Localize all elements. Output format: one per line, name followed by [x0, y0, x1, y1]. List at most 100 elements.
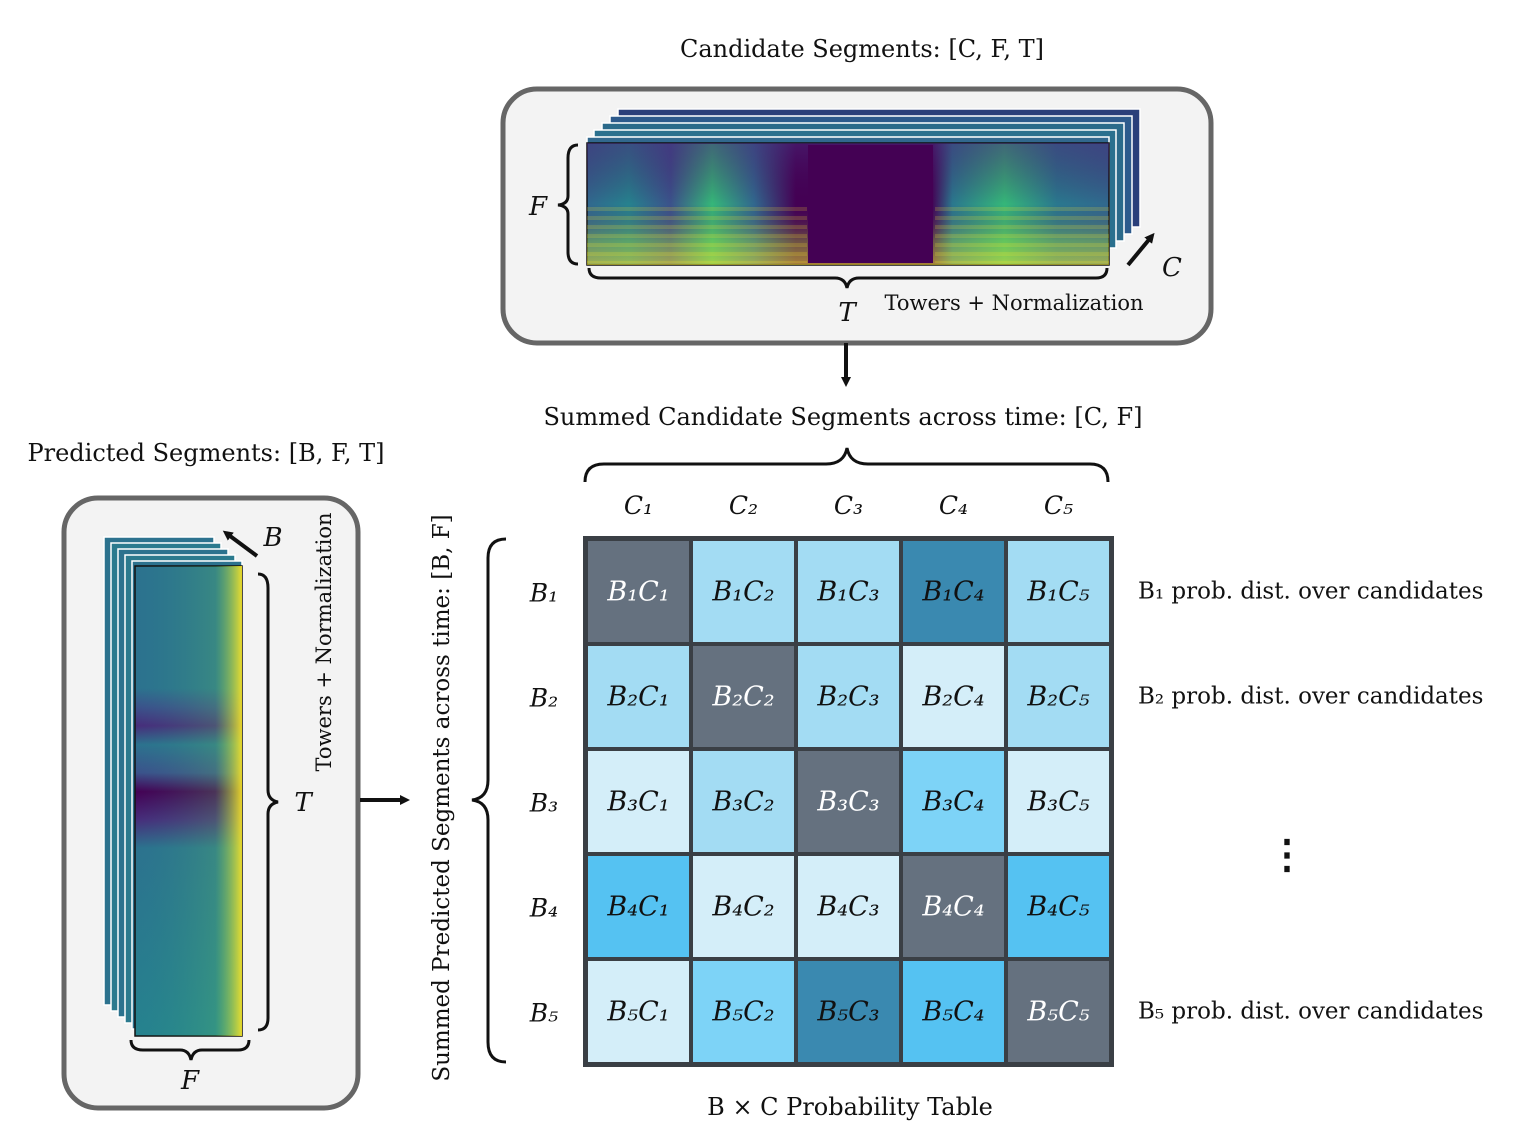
predicted-towers-label: Towers + Normalization: [312, 512, 336, 771]
column-header: C₂: [729, 491, 758, 520]
predicted-spectrogram-front: [134, 565, 243, 1037]
table-cell-label: B₅C₅: [1026, 997, 1089, 1028]
table-cell-fill: [1008, 961, 1109, 1062]
table-cell-fill: [903, 646, 1004, 747]
table-cell-fill: [588, 541, 689, 642]
table-cell: B₁C₃: [798, 541, 899, 642]
column-header: C₁: [624, 491, 653, 520]
row-header: B₄: [529, 894, 558, 923]
table-cell-fill: [903, 856, 1004, 957]
table-cell-fill: [798, 961, 899, 1062]
table-cell-label: B₄C₄: [921, 892, 984, 923]
columns-brace: [583, 447, 1110, 483]
column-headers: C₁ C₂ C₃ C₄ C₅: [624, 491, 1073, 520]
table-cell-label: B₂C₃: [816, 682, 879, 713]
candidate-f-label: F: [528, 192, 548, 222]
table-cell: B₂C₅: [1008, 646, 1109, 747]
table-cell: B₄C₂: [693, 856, 794, 957]
table-cell-fill: [903, 751, 1004, 852]
table-cell-label: B₄C₅: [1026, 892, 1089, 923]
summed-predicted-label: Summed Predicted Segments across time: […: [429, 514, 455, 1081]
table-cell-label: B₃C₅: [1026, 787, 1089, 818]
table-cell: B₄C₄: [903, 856, 1004, 957]
table-cell: B₄C₅: [1008, 856, 1109, 957]
table-cell-label: B₁C₂: [711, 577, 774, 608]
candidate-panel-title: Candidate Segments: [C, F, T]: [680, 35, 1044, 63]
candidate-t-label: T: [838, 298, 857, 328]
row-headers: B₁ B₂ B₃ B₄ B₅: [529, 579, 558, 1028]
table-cell: B₂C₃: [798, 646, 899, 747]
table-cell-fill: [588, 751, 689, 852]
table-caption: B × C Probability Table: [707, 1093, 993, 1121]
predicted-b-label: B: [262, 523, 282, 553]
table-cell-fill: [798, 751, 899, 852]
candidate-towers-label: Towers + Normalization: [884, 291, 1143, 315]
table-cell: B₅C₃: [798, 961, 899, 1062]
row-notes: B₁ prob. dist. over candidates B₂ prob. d…: [1138, 579, 1483, 1025]
table-cell-label: B₃C₃: [816, 787, 879, 818]
table-cell-fill: [588, 646, 689, 747]
table-cell-label: B₂C₂: [711, 682, 774, 713]
candidate-c-arrow: [1126, 232, 1155, 267]
table-cell: B₅C₅: [1008, 961, 1109, 1062]
table-cell: B₂C₁: [588, 646, 689, 747]
predicted-b-arrow: [222, 530, 259, 558]
predicted-f-label: F: [180, 1066, 200, 1096]
table-cell: B₃C₃: [798, 751, 899, 852]
table-cell-fill: [693, 541, 794, 642]
row-header: B₅: [529, 999, 558, 1028]
column-header: C₅: [1044, 491, 1073, 520]
table-cell-label: B₅C₂: [711, 997, 774, 1028]
table-cell-label: B₂C₄: [921, 682, 984, 713]
table-cell-label: B₁C₅: [1026, 577, 1089, 608]
table-cell-label: B₁C₃: [816, 577, 879, 608]
table-cell-fill: [798, 646, 899, 747]
rows-brace: [471, 537, 507, 1064]
table-cell: B₂C₄: [903, 646, 1004, 747]
table-cell: B₁C₁: [588, 541, 689, 642]
table-cell: B₄C₁: [588, 856, 689, 957]
row-note: B₁ prob. dist. over candidates: [1138, 579, 1483, 605]
table-cell-fill: [1008, 646, 1109, 747]
probability-table: B₁C₁ B₁C₂ B₁C₃ B₁C₄ B₁C₅ B₂C₁ B₂C₂ B₂C₃ B₂C₄ B₂C₅…: [583, 536, 1114, 1067]
table-cell: B₁C₅: [1008, 541, 1109, 642]
predicted-panel-title: Predicted Segments: [B, F, T]: [27, 439, 384, 467]
row-header: B₂: [529, 684, 558, 713]
table-cell-fill: [1008, 751, 1109, 852]
table-cell: B₁C₂: [693, 541, 794, 642]
predicted-t-brace: [257, 572, 279, 1032]
column-header: C₄: [939, 491, 968, 520]
candidate-c-label: C: [1162, 253, 1182, 283]
table-cell-label: B₄C₁: [606, 892, 669, 923]
table-cell-fill: [693, 856, 794, 957]
predicted-spectrogram-stack: [103, 536, 243, 1037]
table-cell-fill: [798, 856, 899, 957]
summed-candidates-label: Summed Candidate Segments across time: […: [543, 403, 1142, 431]
table-cell-label: B₃C₂: [711, 787, 774, 818]
table-cell: B₁C₄: [903, 541, 1004, 642]
column-header: C₃: [834, 491, 863, 520]
table-cell-fill: [693, 961, 794, 1062]
table-cell-fill: [588, 961, 689, 1062]
table-cell-fill: [693, 751, 794, 852]
candidate-spectrogram-front: [586, 142, 1110, 266]
candidate-f-brace: [557, 143, 579, 266]
table-cell-label: B₂C₁: [606, 682, 669, 713]
row-header: B₃: [529, 789, 558, 818]
table-cell-label: B₂C₅: [1026, 682, 1089, 713]
predicted-t-label: T: [294, 788, 313, 818]
table-cell-fill: [903, 961, 1004, 1062]
table-cell: B₄C₃: [798, 856, 899, 957]
table-cell: B₅C₁: [588, 961, 689, 1062]
table-cell: B₃C₁: [588, 751, 689, 852]
table-cell-fill: [1008, 541, 1109, 642]
table-cell-label: B₃C₄: [921, 787, 984, 818]
table-cell-fill: [693, 646, 794, 747]
table-cell-label: B₅C₁: [606, 997, 669, 1028]
table-cell-fill: [1008, 856, 1109, 957]
table-cell: B₅C₄: [903, 961, 1004, 1062]
row-header: B₁: [529, 579, 558, 608]
candidate-spectrogram-stack: [586, 108, 1141, 266]
row-note: B₅ prob. dist. over candidates: [1138, 999, 1483, 1025]
table-cell: B₃C₂: [693, 751, 794, 852]
